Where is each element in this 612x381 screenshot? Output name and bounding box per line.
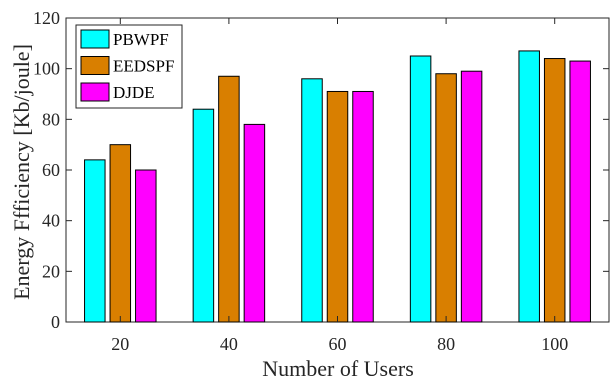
bar-pbwpf-100 (518, 50, 540, 323)
x-tick-label: 40 (220, 334, 238, 354)
x-tick-label: 60 (329, 334, 347, 354)
bar-djde-60 (352, 90, 374, 323)
bar-eedspf-40 (218, 75, 240, 323)
bar-djde-80 (460, 70, 483, 323)
bar-djde-100 (569, 60, 591, 323)
bar-pbwpf-60 (301, 78, 323, 323)
legend-label-djde: DJDE (113, 83, 155, 102)
bar-pbwpf-20 (84, 159, 106, 323)
bar-eedspf-100 (543, 58, 566, 323)
y-tick-label: 120 (33, 8, 60, 28)
y-tick-label: 40 (42, 211, 60, 231)
legend-label-pbwpf: PBWPF (113, 30, 169, 49)
x-axis-label: Number of Users (262, 356, 414, 381)
y-tick-label: 100 (33, 59, 60, 79)
legend-label-eedspf: EEDSPF (113, 57, 174, 76)
bar-pbwpf-80 (409, 55, 432, 323)
bar-djde-20 (135, 169, 157, 323)
x-tick-label: 100 (541, 334, 568, 354)
bars (84, 50, 591, 323)
y-tick-label: 0 (51, 312, 60, 332)
y-axis-ticks: 0 20 40 60 80 100 120 (33, 8, 609, 332)
bar-djde-40 (243, 123, 266, 323)
bar-eedspf-20 (109, 144, 132, 323)
x-axis-ticks: 20 40 60 80 100 (111, 18, 568, 354)
y-axis-label: Energy Ffficiency [Kb/joule] (9, 44, 34, 300)
legend-swatch-pbwpf (80, 29, 110, 49)
bar-eedspf-80 (435, 73, 457, 323)
y-tick-label: 80 (42, 109, 60, 129)
legend-swatch-eedspf (80, 56, 110, 75)
legend: PBWPF EEDSPF DJDE (75, 24, 183, 109)
y-tick-label: 60 (42, 160, 60, 180)
bar-pbwpf-40 (192, 108, 215, 323)
bar-eedspf-60 (326, 90, 349, 323)
x-tick-label: 80 (437, 334, 455, 354)
y-tick-label: 20 (42, 261, 60, 281)
x-tick-label: 20 (111, 334, 129, 354)
legend-swatch-djde (80, 82, 110, 102)
